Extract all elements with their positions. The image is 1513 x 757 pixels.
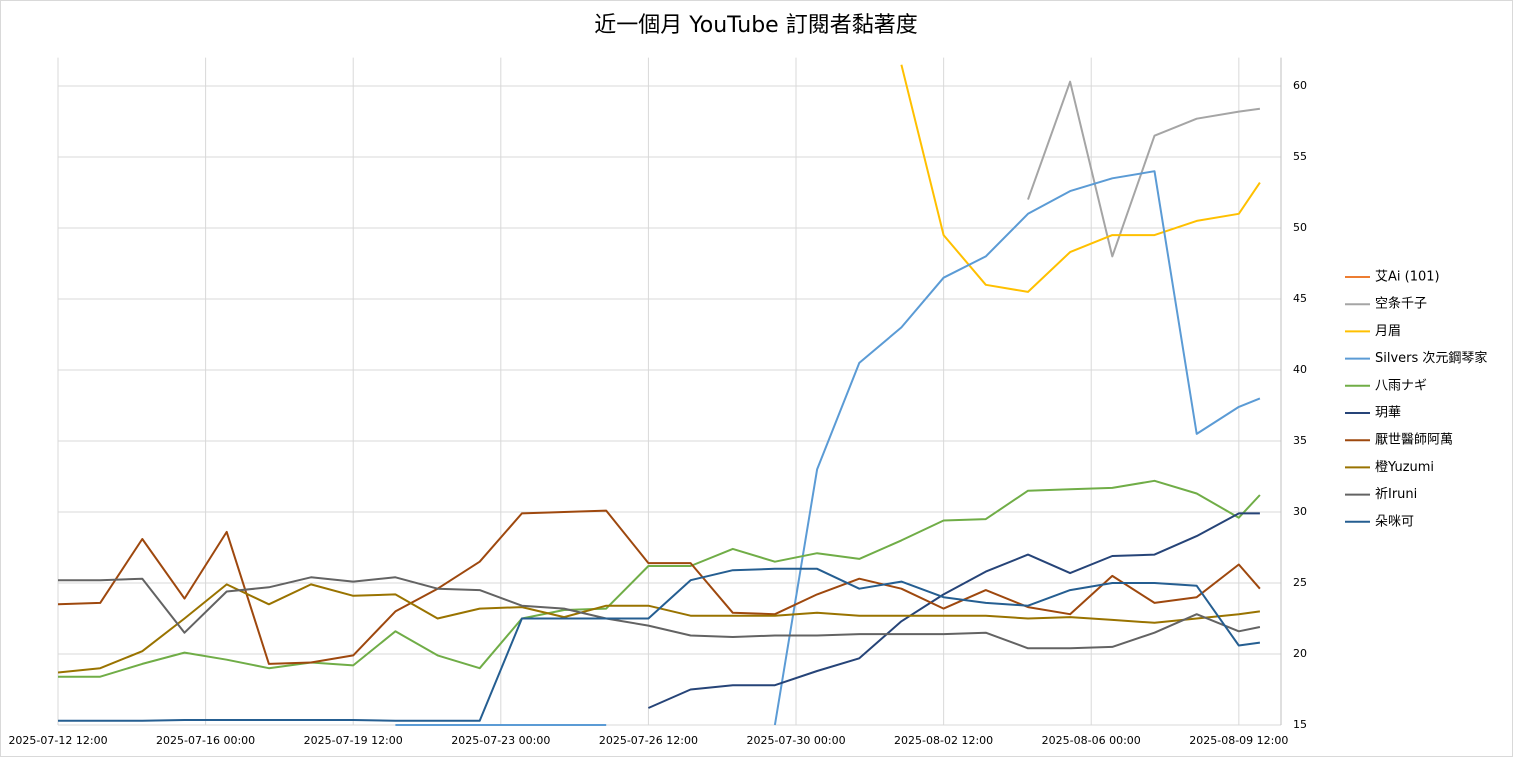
series-line <box>58 509 1261 665</box>
series-line <box>1027 80 1261 258</box>
series-line <box>58 567 1261 722</box>
legend-label: 艾Ai (101) <box>1375 270 1440 285</box>
y-tick-label: 40 <box>1293 363 1307 376</box>
legend-label: 橙Yuzumi <box>1375 460 1434 475</box>
series-line <box>900 64 1261 293</box>
x-tick-label: 2025-07-16 00:00 <box>156 734 255 747</box>
legend-label: 厭世醫師阿萬 <box>1375 433 1453 448</box>
legend-label: 玥華 <box>1375 406 1401 421</box>
x-tick-label: 2025-07-23 00:00 <box>451 734 550 747</box>
y-tick-label: 35 <box>1293 434 1307 447</box>
legend-label: Silvers 次元鋼琴家 <box>1375 350 1487 366</box>
legend-label: 空条千子 <box>1375 296 1427 312</box>
plot-lines <box>58 64 1261 726</box>
legend-label: 月眉 <box>1375 324 1401 339</box>
series-line <box>58 479 1261 678</box>
y-tick-label: 20 <box>1293 647 1307 660</box>
legend-label: 祈Iruni <box>1375 487 1417 502</box>
y-tick-label: 50 <box>1293 221 1307 234</box>
x-tick-label: 2025-07-30 00:00 <box>746 734 845 747</box>
legend-label: 八雨ナギ <box>1375 378 1427 393</box>
y-tick-label: 45 <box>1293 292 1307 305</box>
x-tick-label: 2025-07-26 12:00 <box>599 734 698 747</box>
series-line <box>58 583 1261 674</box>
series-line <box>58 576 1261 650</box>
grid <box>57 57 1282 726</box>
y-tick-label: 15 <box>1293 718 1307 731</box>
x-tick-label: 2025-07-12 12:00 <box>8 734 107 747</box>
y-tick-label: 55 <box>1293 150 1307 163</box>
x-tick-label: 2025-08-02 12:00 <box>894 734 993 747</box>
x-tick-label: 2025-08-09 12:00 <box>1189 734 1288 747</box>
series-line <box>395 170 1261 726</box>
y-tick-label: 60 <box>1293 79 1307 92</box>
x-tick-label: 2025-07-19 12:00 <box>304 734 403 747</box>
series-line <box>647 512 1260 709</box>
y-tick-label: 25 <box>1293 576 1307 589</box>
labels: 15 20 25 30 35 40 45 50 55 60 2025-07-12 12:00 2025… <box>8 79 1487 747</box>
y-tick-label: 30 <box>1293 505 1307 518</box>
chart-title: 近一個月 YouTube 訂閱者黏著度 <box>594 13 917 38</box>
x-tick-label: 2025-08-06 00:00 <box>1042 734 1141 747</box>
legend-label: 朵咪可 <box>1375 514 1414 529</box>
